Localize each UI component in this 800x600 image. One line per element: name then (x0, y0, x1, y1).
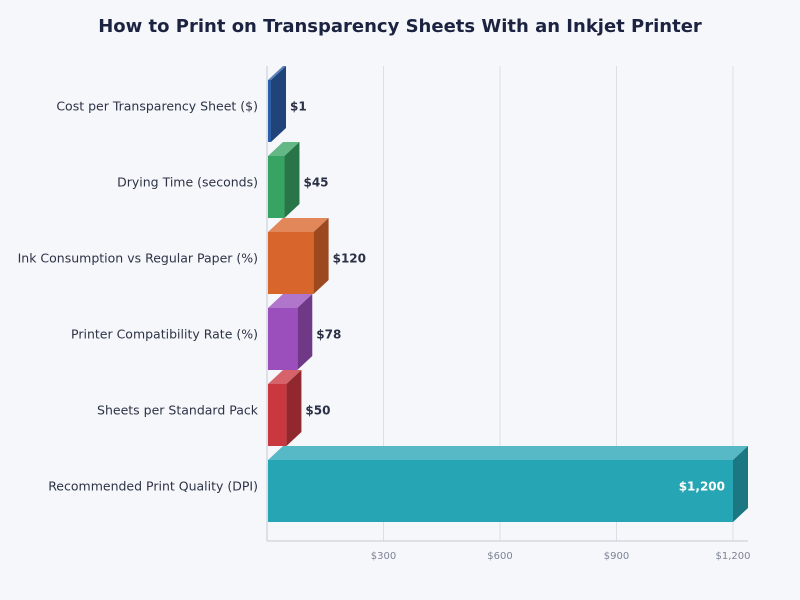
bar (268, 80, 271, 142)
bar-side-face (733, 446, 748, 522)
bar-side-face (313, 218, 329, 294)
bar (268, 156, 285, 218)
bar-top-face (268, 370, 302, 384)
bar-top-face (268, 446, 748, 460)
bar-top-face (268, 66, 286, 80)
category-label: Printer Compatibility Rate (%) (71, 327, 258, 342)
data-label: $45 (303, 176, 328, 190)
x-tick-label: $1,200 (716, 551, 751, 562)
x-tick-label: $900 (604, 551, 629, 562)
bar-top-face (268, 294, 313, 308)
data-label: $1,200 (679, 480, 725, 494)
category-label: Cost per Transparency Sheet ($) (56, 99, 258, 114)
x-tick-label: $600 (487, 551, 512, 562)
bar (268, 308, 298, 370)
chart-title: How to Print on Transparency Sheets With… (98, 16, 702, 37)
category-label: Ink Consumption vs Regular Paper (%) (18, 251, 258, 266)
bar (268, 232, 314, 294)
category-label: Drying Time (seconds) (117, 175, 258, 190)
data-label: $120 (333, 252, 366, 266)
bar (268, 384, 287, 446)
bar (268, 460, 733, 522)
bar-side-face (297, 294, 313, 370)
bar-top-face (268, 142, 300, 156)
data-label: $78 (316, 328, 341, 342)
category-label: Sheets per Standard Pack (97, 403, 259, 418)
bar-side-face (284, 142, 300, 218)
bar-top-face (268, 218, 329, 232)
x-tick-label: $300 (371, 551, 396, 562)
bar-side-face (286, 370, 302, 446)
bar-side-face (271, 66, 286, 142)
data-label: $1 (290, 100, 307, 114)
data-label: $50 (305, 404, 330, 418)
category-label: Recommended Print Quality (DPI) (48, 479, 258, 494)
